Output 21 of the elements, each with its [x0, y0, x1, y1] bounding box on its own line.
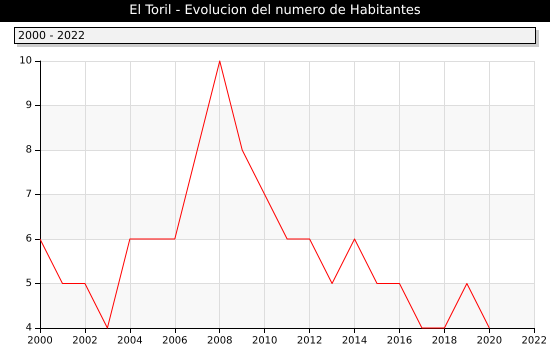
x-tick-label: 2014 — [342, 336, 368, 346]
x-tick-label: 2002 — [72, 336, 98, 346]
x-tick-label: 2016 — [386, 336, 412, 346]
x-tick-label: 2000 — [27, 336, 53, 346]
chart-subtitle: 2000 - 2022 — [14, 27, 536, 44]
x-tick-label: 2010 — [252, 336, 278, 346]
x-tick-label: 2004 — [117, 336, 143, 346]
y-tick-label: 10 — [19, 56, 32, 66]
y-tick-label: 6 — [26, 234, 32, 244]
x-tick-label: 2012 — [296, 336, 322, 346]
chart-title: El Toril - Evolucion del numero de Habitantes — [0, 0, 550, 22]
y-tick-label: 7 — [26, 189, 32, 200]
x-tick-label: 2020 — [476, 336, 502, 346]
x-tick-label: 2018 — [432, 336, 458, 346]
x-tick-label: 2006 — [162, 336, 188, 346]
y-tick-label: 4 — [26, 322, 32, 334]
x-tick-label: 2008 — [207, 336, 232, 346]
x-tick-label: 2022 — [522, 336, 547, 346]
y-tick-label: 5 — [26, 278, 32, 289]
y-tick-label: 8 — [26, 144, 32, 156]
y-tick-label: 9 — [26, 100, 32, 111]
